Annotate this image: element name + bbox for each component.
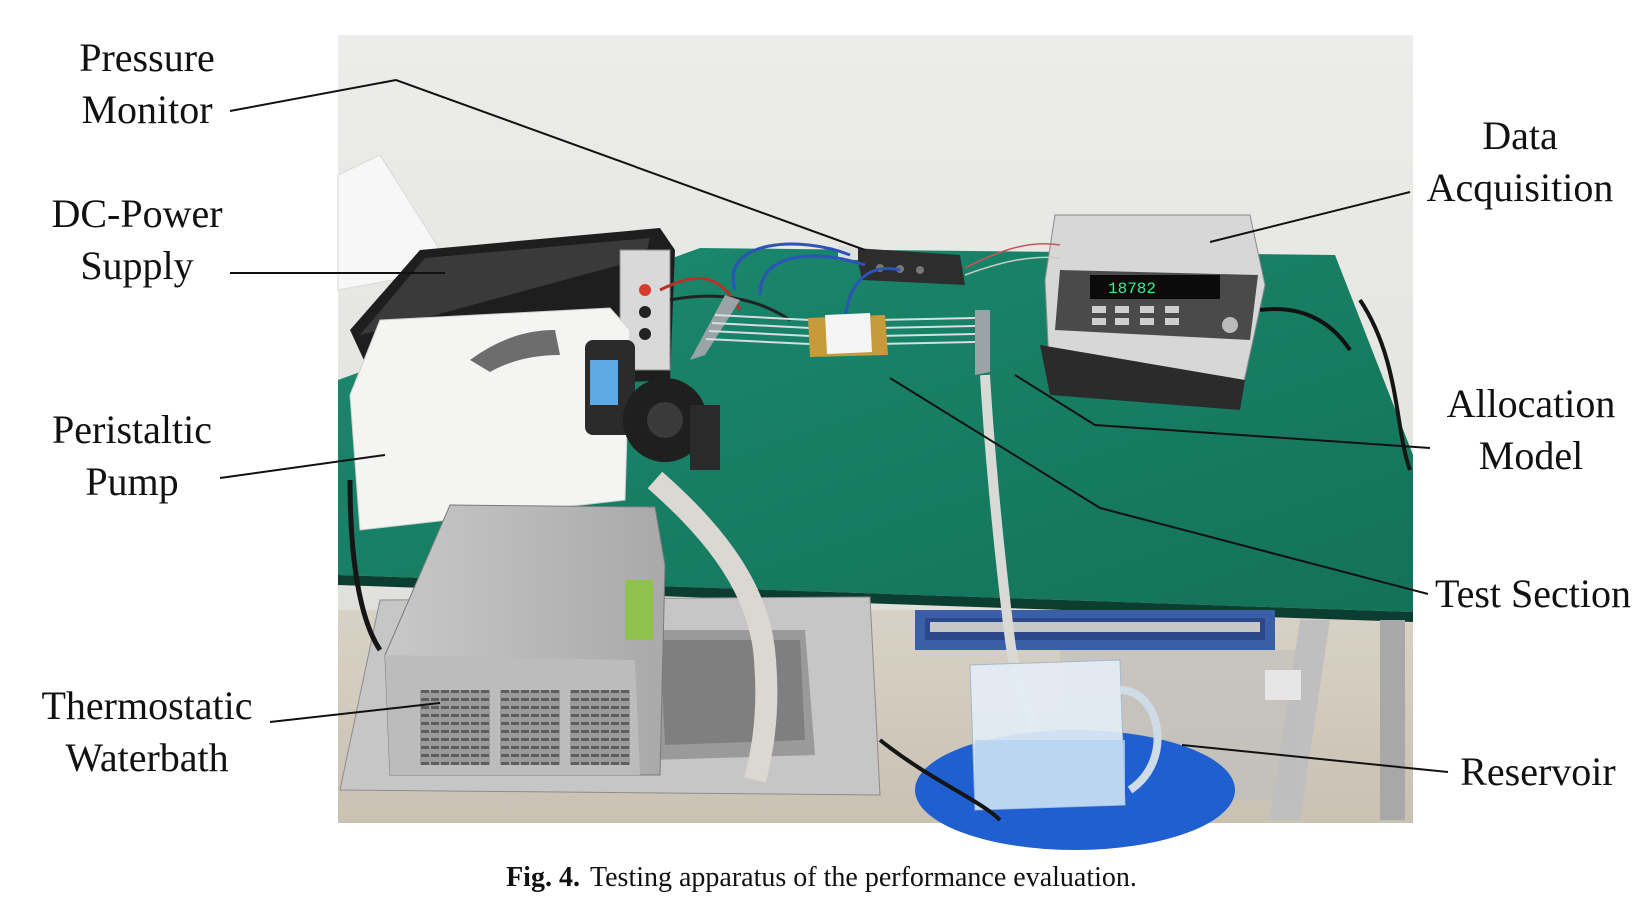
label-dc-power-supply: DC-Power Supply	[42, 188, 232, 292]
label-line: Model	[1478, 433, 1584, 478]
label-line: Reservoir	[1460, 749, 1616, 794]
allocation-manifolds	[690, 295, 990, 375]
leader-pressure-monitor	[229, 78, 866, 251]
label-line: DC-Power	[51, 191, 223, 236]
label-line: Allocation	[1446, 381, 1616, 426]
label-pressure-monitor: Pressure Monitor	[72, 32, 222, 136]
label-reservoir: Reservoir	[1448, 746, 1628, 798]
figure-number: Fig. 4.	[506, 862, 580, 893]
label-line: Pressure	[79, 35, 215, 80]
leader-waterbath	[269, 702, 441, 723]
label-line: Thermostatic	[41, 683, 253, 728]
leader-lines	[219, 78, 1449, 773]
caption-text: Testing apparatus of the performance eva…	[589, 862, 1137, 893]
leader-test-section	[889, 377, 1429, 595]
leader-peristaltic-pump	[219, 454, 386, 479]
label-line: Acquisition	[1426, 165, 1614, 210]
data-acquisition-unit: 18782	[1040, 214, 1352, 410]
label-allocation-model: Allocation Model	[1436, 378, 1626, 482]
label-line: Test Section	[1434, 571, 1632, 616]
display-readout: 18782	[1108, 280, 1156, 298]
label-line: Supply	[80, 243, 194, 288]
label-test-section: Test Section	[1428, 568, 1638, 620]
label-peristaltic-pump: Peristaltic Pump	[42, 404, 222, 508]
figure-caption: Fig. 4. Testing apparatus of the performa…	[0, 862, 1643, 894]
label-line: Monitor	[81, 87, 213, 132]
thermostatic-waterbath	[339, 471, 881, 796]
leader-allocation-model	[1014, 374, 1431, 449]
label-data-acquisition: Data Acquisition	[1415, 110, 1625, 214]
label-thermostatic-waterbath: Thermostatic Waterbath	[36, 680, 258, 784]
reservoir-beaker	[915, 659, 1235, 850]
peristaltic-pump	[349, 307, 720, 531]
label-line: Peristaltic	[52, 407, 212, 452]
test-section-device	[808, 313, 888, 357]
label-line: Waterbath	[65, 735, 229, 780]
label-line: Data	[1482, 113, 1558, 158]
label-line: Pump	[85, 459, 179, 504]
leader-data-acquisition	[1209, 191, 1411, 243]
leader-reservoir	[1181, 744, 1449, 773]
